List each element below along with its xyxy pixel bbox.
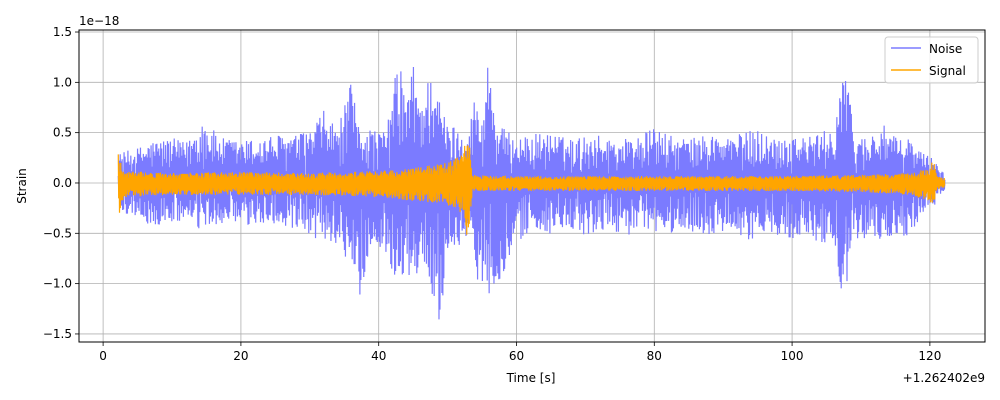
y-tick-label: 0.5 [53,126,72,140]
y-tick-label: 1.0 [53,75,72,89]
signal-series-line [117,145,946,235]
y-tick-label: 1.5 [53,25,72,39]
y-tick-label: −1.0 [43,277,72,291]
y-scale-label: 1e−18 [79,14,119,28]
tick-labels: 0 20 40 60 80 100 120 −1.5 −1.0 −0.5 0.0 0.5 1.0 1.5 [43,25,941,363]
x-tick-label: 100 [781,349,804,363]
x-tick-label: 40 [371,349,386,363]
x-tick-label: 80 [647,349,662,363]
x-tick-label: 20 [233,349,248,363]
y-tick-label: −0.5 [43,226,72,240]
x-tick-label: 0 [99,349,107,363]
tick-marks [75,31,931,346]
legend: Noise Signal [884,36,979,84]
plot-frame [78,29,986,343]
y-tick-label: 0.0 [53,176,72,190]
y-axis-label: Strain [15,168,29,204]
x-axis-label: Time [s] [506,371,556,385]
series-layer [117,66,946,320]
x-tick-label: 120 [918,349,941,363]
legend-noise-label: Noise [929,42,962,56]
y-tick-label: −1.5 [43,327,72,341]
legend-signal-label: Signal [929,64,966,78]
x-tick-label: 60 [509,349,524,363]
x-offset-label: +1.262402e9 [903,371,985,385]
